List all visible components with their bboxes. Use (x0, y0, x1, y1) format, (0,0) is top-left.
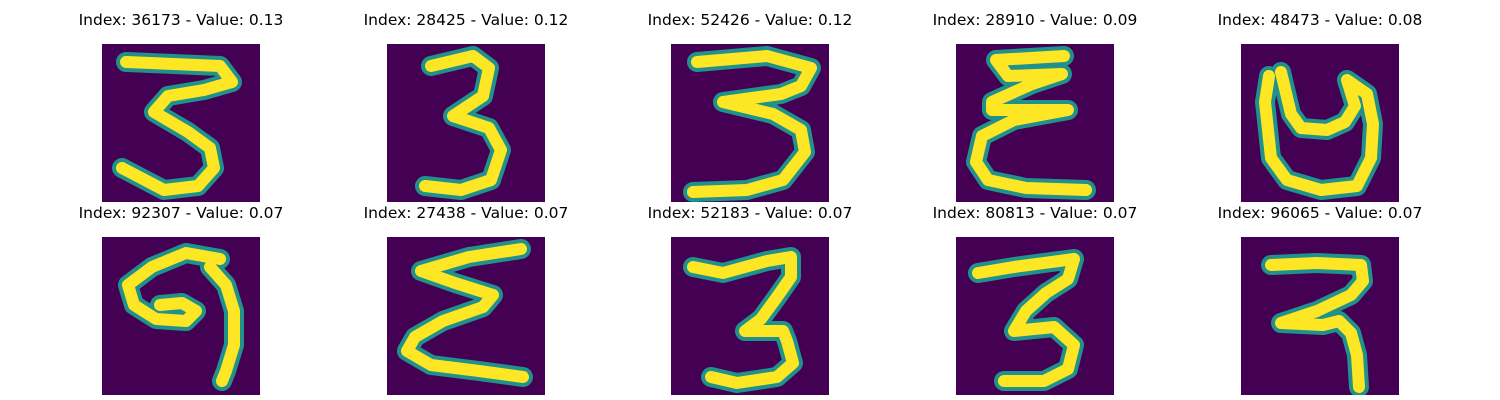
sample-title: Index: 92307 - Value: 0.07 (78, 204, 284, 222)
glyph-stroke (687, 251, 799, 389)
sample-card: Index: 92307 - Value: 0.07 (79, 203, 283, 395)
sample-card: Index: 28910 - Value: 0.09 (933, 10, 1137, 202)
glyph-stroke (970, 50, 1092, 196)
sample-card: Index: 52183 - Value: 0.07 (648, 203, 852, 395)
sample-card: Index: 27438 - Value: 0.07 (364, 203, 568, 395)
sample-card: Index: 28425 - Value: 0.12 (364, 10, 568, 202)
sample-image (102, 237, 260, 395)
glyph-stroke (401, 243, 529, 383)
sample-image (1241, 237, 1399, 395)
sample-card: Index: 36173 - Value: 0.13 (79, 10, 283, 202)
sample-title: Index: 52426 - Value: 0.12 (647, 11, 853, 29)
glyph-stroke (419, 50, 507, 196)
sample-image (956, 237, 1114, 395)
sample-image (387, 237, 545, 395)
glyph-stroke (1265, 257, 1369, 393)
sample-title: Index: 80813 - Value: 0.07 (932, 204, 1138, 222)
sample-card: Index: 48473 - Value: 0.08 (1218, 10, 1422, 202)
glyph-stroke (1259, 66, 1379, 196)
sample-title: Index: 28910 - Value: 0.09 (932, 11, 1138, 29)
sample-title: Index: 52183 - Value: 0.07 (647, 204, 853, 222)
sample-card: Index: 52426 - Value: 0.12 (648, 10, 852, 202)
sample-title: Index: 36173 - Value: 0.13 (78, 11, 284, 29)
glyph-stroke (972, 253, 1080, 387)
sample-image (1241, 44, 1399, 202)
sample-image (671, 237, 829, 395)
glyph-stroke (687, 50, 817, 198)
sample-image (671, 44, 829, 202)
sample-title: Index: 96065 - Value: 0.07 (1217, 204, 1423, 222)
glyph-stroke (116, 56, 238, 196)
sample-card: Index: 80813 - Value: 0.07 (933, 203, 1137, 395)
sample-title: Index: 27438 - Value: 0.07 (363, 204, 569, 222)
sample-card: Index: 96065 - Value: 0.07 (1218, 203, 1422, 395)
sample-image (102, 44, 260, 202)
glyph-stroke (122, 247, 240, 387)
sample-image (956, 44, 1114, 202)
sample-image (387, 44, 545, 202)
sample-title: Index: 48473 - Value: 0.08 (1217, 11, 1423, 29)
sample-title: Index: 28425 - Value: 0.12 (363, 11, 569, 29)
